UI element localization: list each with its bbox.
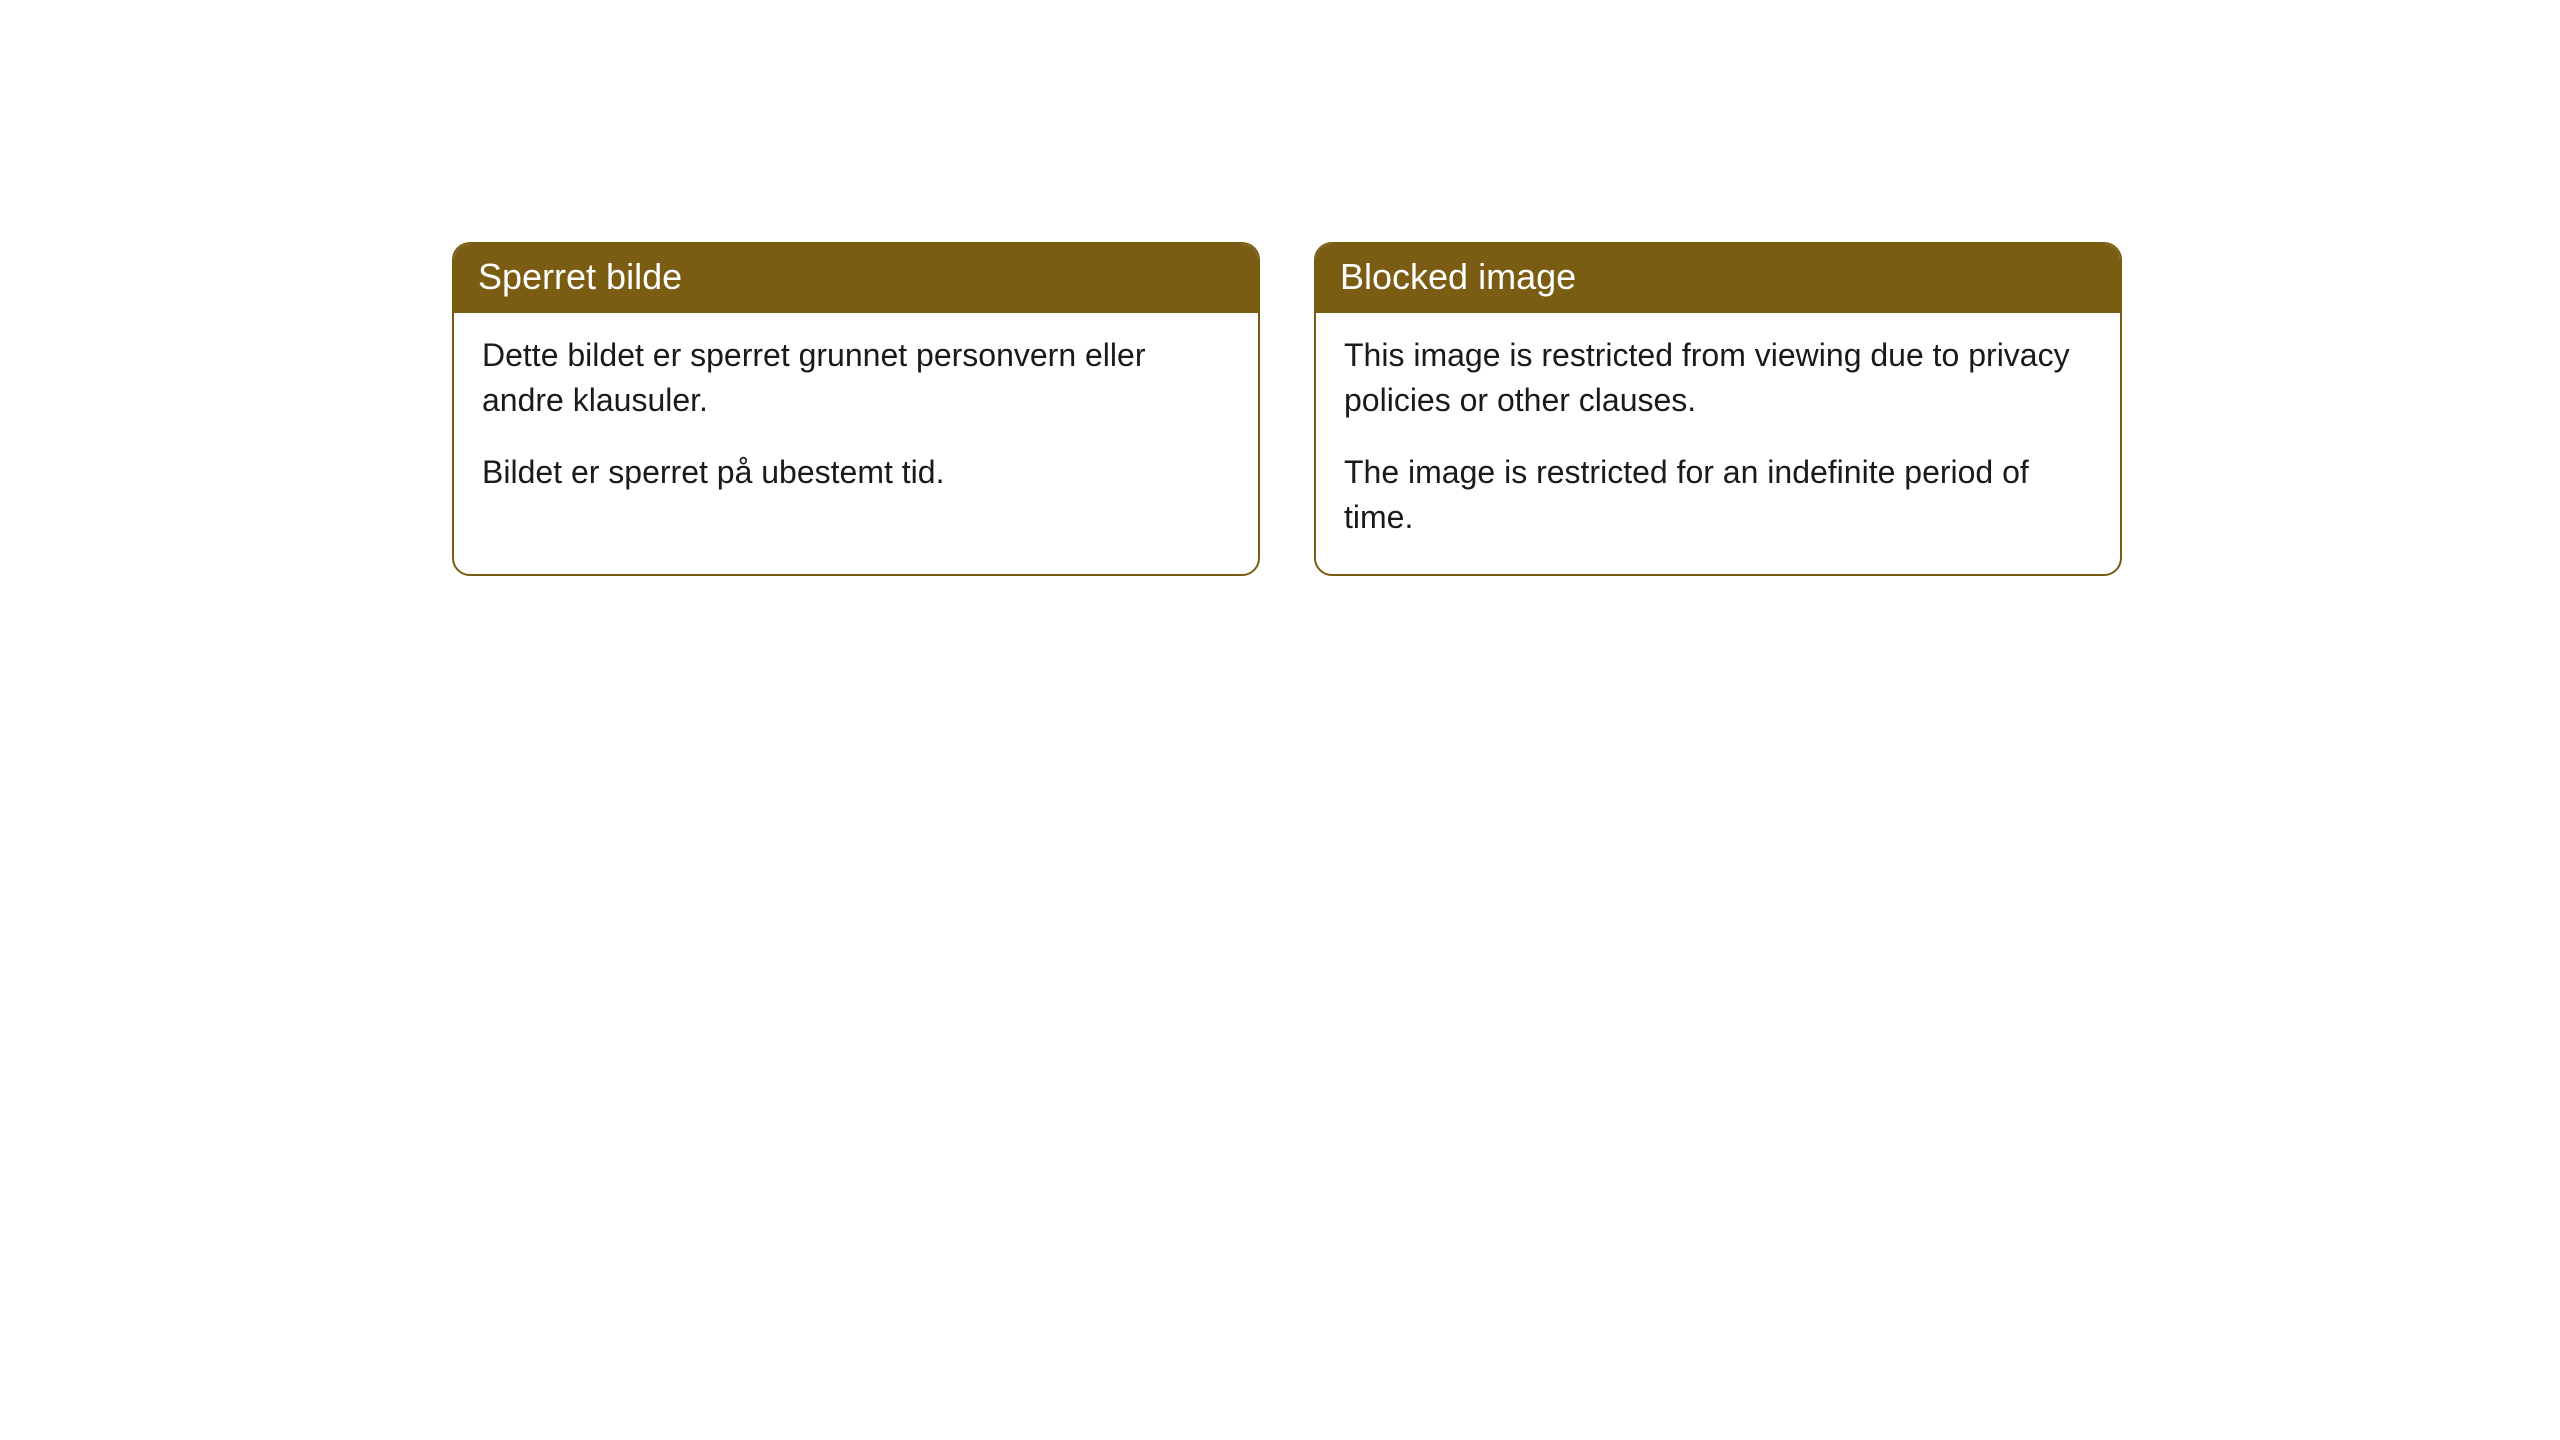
notice-container: Sperret bilde Dette bildet er sperret gr… (452, 242, 2122, 576)
notice-card-norwegian: Sperret bilde Dette bildet er sperret gr… (452, 242, 1260, 576)
card-header: Blocked image (1316, 244, 2120, 313)
card-body: This image is restricted from viewing du… (1316, 313, 2120, 574)
card-title: Blocked image (1340, 256, 1576, 297)
card-paragraph: Bildet er sperret på ubestemt tid. (482, 450, 1230, 495)
card-paragraph: This image is restricted from viewing du… (1344, 333, 2092, 423)
card-header: Sperret bilde (454, 244, 1258, 313)
card-paragraph: Dette bildet er sperret grunnet personve… (482, 333, 1230, 423)
notice-card-english: Blocked image This image is restricted f… (1314, 242, 2122, 576)
card-paragraph: The image is restricted for an indefinit… (1344, 450, 2092, 540)
card-body: Dette bildet er sperret grunnet personve… (454, 313, 1258, 529)
card-title: Sperret bilde (478, 256, 682, 297)
